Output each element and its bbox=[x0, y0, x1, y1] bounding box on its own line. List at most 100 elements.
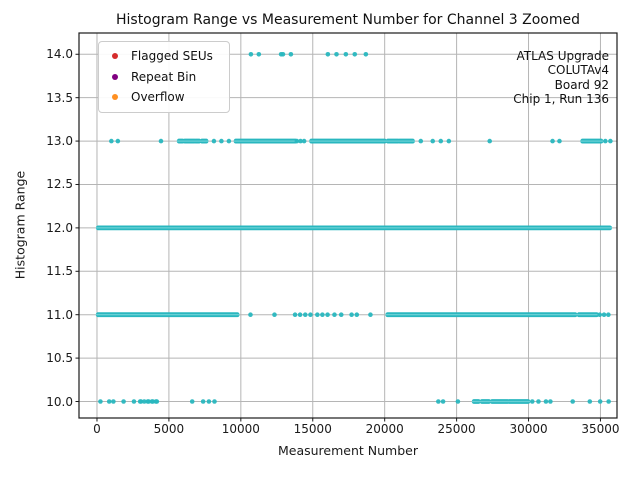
data-point bbox=[352, 51, 358, 57]
legend-item: Flagged SEUs bbox=[99, 46, 229, 67]
data-point bbox=[248, 312, 253, 317]
data-point bbox=[606, 399, 611, 404]
data-point bbox=[557, 138, 562, 144]
data-point bbox=[248, 51, 254, 57]
data-run bbox=[397, 138, 415, 144]
data-point bbox=[438, 138, 444, 144]
data-point bbox=[597, 312, 603, 317]
data-point bbox=[121, 399, 126, 404]
data-point bbox=[106, 399, 112, 404]
data-point bbox=[487, 138, 492, 144]
data-point bbox=[158, 138, 164, 144]
legend-item: Overflow bbox=[99, 87, 229, 108]
data-run bbox=[471, 399, 481, 404]
y-tick-label: 12.5 bbox=[46, 177, 73, 192]
data-point bbox=[334, 51, 339, 57]
data-run bbox=[95, 225, 613, 231]
data-point bbox=[587, 399, 593, 404]
y-tick-label: 11.5 bbox=[46, 264, 73, 279]
data-point bbox=[354, 312, 360, 317]
data-point bbox=[430, 138, 436, 144]
x-tick-label: 25000 bbox=[437, 422, 476, 436]
data-run bbox=[507, 399, 531, 404]
data-point bbox=[543, 399, 549, 404]
data-point bbox=[363, 51, 369, 57]
annotation-line: COLUTAv4 bbox=[547, 63, 609, 78]
legend-label: Repeat Bin bbox=[131, 69, 197, 84]
data-point bbox=[608, 138, 613, 144]
data-point bbox=[308, 312, 313, 317]
y-tick-label: 14.0 bbox=[46, 47, 73, 62]
data-run bbox=[199, 138, 209, 144]
y-tick-label: 13.5 bbox=[46, 90, 73, 105]
data-point bbox=[138, 399, 144, 404]
data-point bbox=[146, 399, 151, 404]
data-point bbox=[418, 138, 424, 144]
data-point bbox=[294, 138, 300, 144]
x-axis-label: Measurement Number bbox=[277, 443, 418, 458]
annotation-line: ATLAS Upgrade bbox=[516, 49, 609, 63]
data-point bbox=[548, 399, 553, 404]
annotation-line: Chip 1, Run 136 bbox=[513, 92, 609, 107]
data-point bbox=[436, 399, 441, 404]
axis-ticks bbox=[75, 53, 601, 422]
data-run bbox=[385, 138, 401, 144]
data-point bbox=[280, 51, 286, 57]
data-point bbox=[315, 312, 320, 317]
y-tick-label: 10.0 bbox=[46, 394, 73, 409]
data-point bbox=[288, 51, 294, 57]
plot-border bbox=[78, 32, 618, 419]
legend-marker-icon bbox=[112, 94, 118, 101]
data-point bbox=[226, 138, 232, 144]
data-run bbox=[385, 312, 578, 318]
y-tick-label: 12.0 bbox=[46, 220, 73, 235]
y-axis-label: Histogram Range bbox=[12, 170, 28, 280]
data-point bbox=[212, 399, 217, 404]
data-point bbox=[440, 399, 446, 404]
data-point bbox=[529, 399, 535, 404]
data-point bbox=[150, 399, 156, 404]
x-tick-label: 10000 bbox=[221, 422, 260, 436]
data-point bbox=[550, 138, 555, 144]
y-tick-label: 11.0 bbox=[46, 307, 73, 322]
data-point bbox=[111, 399, 116, 404]
data-point bbox=[109, 138, 114, 144]
data-run bbox=[576, 312, 599, 318]
data-point bbox=[455, 399, 461, 404]
data-point bbox=[570, 399, 575, 404]
data-point bbox=[536, 399, 541, 404]
data-point bbox=[368, 312, 373, 317]
x-tick-label: 30000 bbox=[509, 422, 548, 436]
legend-item: Repeat Bin bbox=[99, 67, 229, 88]
data-point bbox=[446, 138, 452, 144]
data-point bbox=[272, 312, 277, 317]
data-point bbox=[325, 51, 331, 57]
data-run bbox=[95, 312, 240, 318]
data-run bbox=[580, 138, 604, 144]
data-run bbox=[182, 138, 197, 144]
data-point bbox=[343, 51, 349, 57]
annotation-line: Board 92 bbox=[554, 77, 609, 92]
data-point bbox=[200, 399, 206, 404]
data-point bbox=[142, 399, 147, 404]
data-point bbox=[219, 138, 224, 144]
legend-label: Flagged SEUs bbox=[131, 49, 213, 64]
y-tick-label: 10.5 bbox=[46, 351, 73, 366]
data-point bbox=[603, 138, 608, 144]
x-tick-label: 0 bbox=[93, 422, 101, 436]
data-point bbox=[349, 312, 354, 317]
data-run bbox=[489, 399, 510, 404]
data-point bbox=[320, 312, 325, 317]
data-point bbox=[131, 399, 137, 404]
legend: Flagged SEUs Repeat Bin Overflow bbox=[98, 41, 230, 113]
data-point bbox=[206, 399, 212, 404]
data-point bbox=[98, 399, 103, 404]
data-point bbox=[302, 312, 308, 317]
data-run bbox=[479, 399, 492, 404]
data-point bbox=[256, 51, 262, 57]
data-point bbox=[332, 312, 337, 317]
legend-marker-icon bbox=[112, 53, 118, 60]
x-tick-label: 15000 bbox=[293, 422, 332, 436]
